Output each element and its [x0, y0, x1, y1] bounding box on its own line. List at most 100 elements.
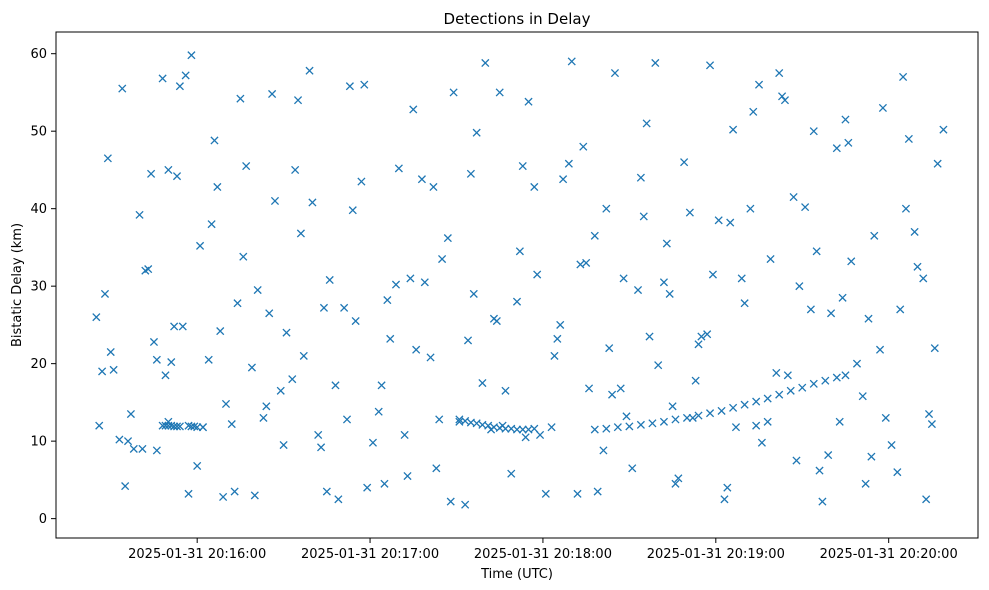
data-point	[533, 270, 542, 279]
data-point	[158, 74, 167, 83]
data-point	[193, 423, 202, 432]
data-point	[250, 491, 259, 500]
data-point	[138, 444, 147, 453]
data-point	[121, 482, 130, 491]
data-point	[472, 128, 481, 137]
data-point	[564, 159, 573, 168]
data-point	[648, 419, 657, 428]
data-point	[172, 422, 182, 431]
data-point	[645, 332, 654, 341]
data-point	[426, 353, 435, 362]
data-point	[798, 383, 807, 392]
data-point	[325, 275, 334, 285]
data-point	[276, 386, 285, 395]
data-point	[697, 332, 706, 341]
y-tick-label: 40	[30, 202, 47, 217]
data-point	[815, 466, 824, 475]
data-point	[671, 479, 680, 488]
data-point	[360, 80, 369, 89]
data-point	[230, 487, 239, 496]
data-point	[740, 299, 749, 308]
data-point	[852, 359, 862, 368]
data-point	[524, 97, 533, 106]
data-point	[164, 165, 173, 174]
x-tick-label: 2025-01-31 20:20:00	[820, 547, 958, 562]
data-point	[236, 94, 245, 103]
data-point	[731, 423, 741, 432]
x-tick-label: 2025-01-31 20:18:00	[474, 547, 612, 562]
data-point	[92, 313, 101, 322]
data-point	[178, 322, 187, 331]
data-point	[334, 495, 343, 504]
x-tick-label: 2025-01-31 20:17:00	[301, 547, 439, 562]
data-point	[149, 337, 159, 347]
data-point	[910, 227, 919, 236]
data-point	[723, 483, 732, 492]
data-point	[763, 394, 772, 403]
data-point	[783, 371, 792, 380]
y-axis-ticks: 0 10 20 30 40 50 60	[30, 47, 56, 527]
data-point	[714, 216, 723, 225]
data-point	[688, 413, 697, 422]
data-point	[443, 234, 452, 243]
data-point	[922, 495, 931, 504]
data-point	[495, 88, 504, 97]
data-point	[636, 420, 645, 429]
data-point	[115, 435, 124, 444]
data-point	[193, 461, 202, 470]
data-point	[394, 164, 403, 173]
data-point	[472, 419, 481, 428]
data-point	[832, 144, 841, 153]
plot-frame	[55, 31, 979, 539]
data-point	[573, 489, 582, 498]
data-point	[749, 107, 758, 116]
data-point	[129, 444, 138, 453]
data-point	[593, 487, 602, 496]
data-point	[170, 322, 179, 331]
data-point	[694, 411, 703, 420]
data-point	[671, 415, 680, 424]
x-tick-label: 2025-01-31 20:19:00	[647, 547, 785, 562]
data-point	[386, 334, 395, 343]
data-point	[521, 433, 530, 442]
data-point	[685, 208, 694, 217]
data-point	[196, 241, 205, 250]
data-point	[939, 125, 948, 134]
data-point	[161, 371, 170, 380]
data-point	[754, 80, 764, 89]
data-point	[126, 409, 135, 419]
data-point	[726, 218, 735, 227]
data-point	[930, 344, 939, 353]
data-point	[213, 182, 222, 192]
data-point	[268, 89, 277, 99]
data-point	[204, 355, 213, 364]
data-point	[605, 344, 614, 353]
data-point	[164, 417, 173, 426]
data-points	[92, 51, 948, 509]
data-point	[348, 206, 357, 215]
data-point	[420, 278, 429, 287]
data-point	[530, 424, 539, 433]
data-point	[351, 316, 360, 326]
data-point	[109, 365, 118, 374]
data-point	[446, 497, 455, 506]
data-point	[824, 451, 833, 460]
data-point	[296, 229, 305, 238]
data-point	[847, 257, 856, 266]
y-tick-label: 10	[30, 435, 47, 450]
data-point	[322, 487, 331, 496]
data-point	[282, 328, 291, 337]
data-point	[380, 479, 389, 488]
data-point	[175, 422, 184, 431]
data-point	[775, 69, 784, 78]
data-point	[893, 468, 902, 477]
data-point	[881, 413, 890, 422]
data-point	[919, 274, 928, 283]
data-point	[547, 423, 556, 432]
data-point	[152, 446, 161, 455]
data-point	[832, 373, 841, 382]
data-point	[279, 440, 288, 450]
data-point	[752, 421, 761, 430]
